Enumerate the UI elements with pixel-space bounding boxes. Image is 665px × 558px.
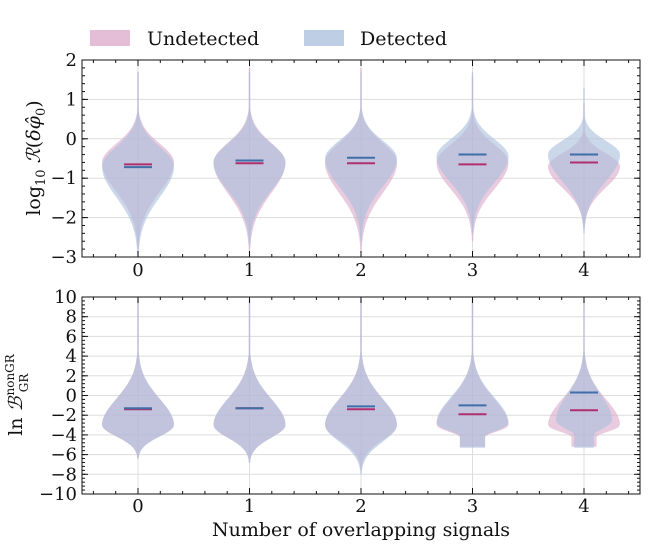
y-tick-label: −10 [39,484,77,505]
y-tick-label: 6 [66,326,77,347]
x-tick-label-3: 3 [467,496,478,517]
y-tick-label: 8 [66,307,77,328]
y-tick-label: −8 [50,464,77,485]
violin-detected-3 [436,71,509,234]
y-tick-label: 0 [66,386,77,407]
legend-label-undetected: Undetected [147,28,259,50]
y-tick-label: 0 [66,129,77,150]
y-tick-label: 2 [66,366,77,387]
y-tick-label: 1 [66,89,77,110]
violin-detected-4 [556,297,612,448]
violin-detected-2 [325,298,397,475]
y-tick-label: 2 [66,50,77,71]
x-tick-label-1: 1 [244,496,255,517]
legend-swatch-detected [304,30,344,46]
top-ylabel: log10 ℛ(δφ̂0) [23,100,49,215]
svg-text:ln ℬnonGRGR: ln ℬnonGRGR [3,353,31,436]
y-tick-label: 4 [66,346,77,367]
x-tick-label-2: 2 [355,496,366,517]
y-tick-label: −6 [50,445,77,466]
svg-text:log10 ℛ(δφ̂0): log10 ℛ(δφ̂0) [23,100,49,215]
x-axis-label: Number of overlapping signals [212,519,510,541]
violin-detected-4 [548,87,620,234]
violin-detected-1 [213,71,286,246]
violin-detected-0 [102,298,174,459]
y-tick-label: −2 [50,208,77,229]
violin-detected-1 [213,298,286,463]
y-tick-label: −2 [50,405,77,426]
y-tick-label: −3 [50,247,77,268]
x-tick-label-1: 1 [244,260,255,281]
x-tick-label-4: 4 [578,496,589,517]
legend-label-detected: Detected [360,28,447,50]
x-tick-label-0: 0 [132,496,143,517]
x-tick-label-2: 2 [355,260,366,281]
x-tick-label-0: 0 [132,260,143,281]
y-tick-label: 10 [54,287,77,308]
y-tick-label: −1 [50,168,77,189]
bottom-ylabel: ln ℬnonGRGR [3,353,31,436]
x-tick-label-3: 3 [467,260,478,281]
legend: Undetected Detected [90,28,447,50]
y-tick-label: −4 [50,425,77,446]
x-tick-label-4: 4 [578,260,589,281]
violin-detected-2 [325,71,397,242]
top-panel: −3 −2 −1 0 1 2 0 1 2 3 4 [50,50,641,281]
violin-detected-3 [436,298,509,448]
legend-swatch-undetected [90,30,130,46]
